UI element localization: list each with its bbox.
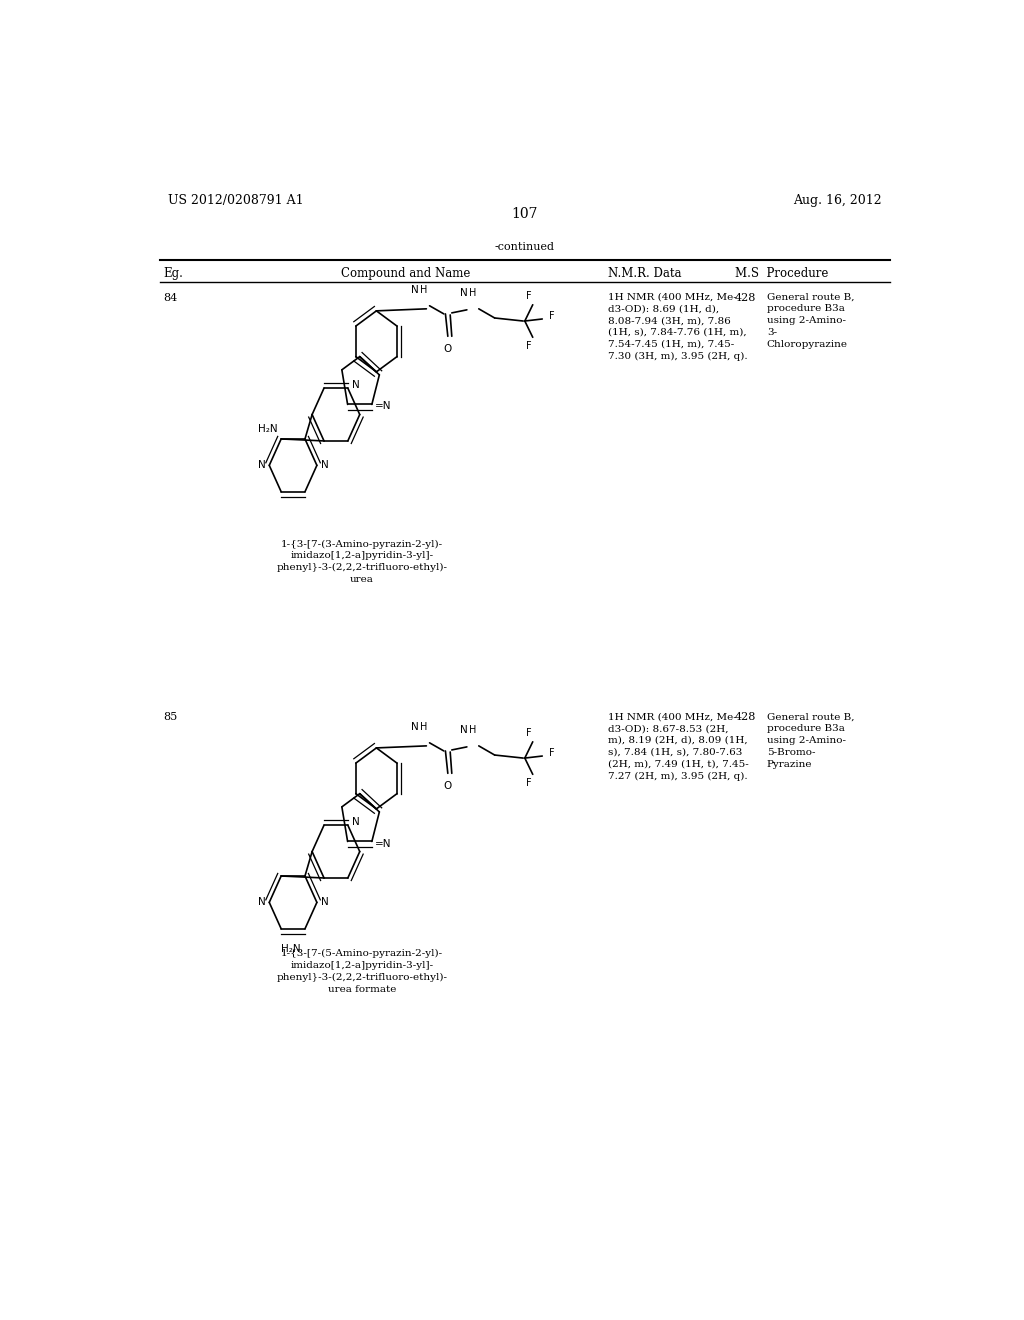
Text: Eg.: Eg. — [164, 267, 183, 280]
Text: N: N — [460, 288, 468, 297]
Text: F: F — [549, 312, 554, 321]
Text: F: F — [526, 342, 531, 351]
Text: M.S  Procedure: M.S Procedure — [735, 267, 828, 280]
Text: F: F — [526, 290, 531, 301]
Text: 1H NMR (400 MHz, Me-
d3-OD): 8.67-8.53 (2H,
m), 8.19 (2H, d), 8.09 (1H,
s), 7.84: 1H NMR (400 MHz, Me- d3-OD): 8.67-8.53 (… — [608, 713, 749, 780]
Text: 428: 428 — [735, 293, 757, 302]
Text: F: F — [526, 779, 531, 788]
Text: General route B,
procedure B3a
using 2-Amino-
3-
Chloropyrazine: General route B, procedure B3a using 2-A… — [767, 293, 854, 348]
Text: =N: =N — [375, 838, 391, 849]
Text: 1-{3-[7-(3-Amino-pyrazin-2-yl)-
imidazo[1,2-a]pyridin-3-yl]-
phenyl}-3-(2,2,2-tr: 1-{3-[7-(3-Amino-pyrazin-2-yl)- imidazo[… — [276, 540, 447, 585]
Text: H₂N: H₂N — [282, 944, 301, 954]
Text: N: N — [258, 898, 265, 907]
Text: N: N — [352, 380, 359, 391]
Text: =N: =N — [375, 401, 391, 412]
Text: N.M.R. Data: N.M.R. Data — [608, 267, 682, 280]
Text: H: H — [420, 722, 427, 731]
Text: Aug. 16, 2012: Aug. 16, 2012 — [794, 194, 882, 207]
Text: O: O — [443, 781, 452, 792]
Text: 428: 428 — [735, 713, 757, 722]
Text: 1H NMR (400 MHz, Me-
d3-OD): 8.69 (1H, d),
8.08-7.94 (3H, m), 7.86
(1H, s), 7.84: 1H NMR (400 MHz, Me- d3-OD): 8.69 (1H, d… — [608, 293, 748, 360]
Text: H: H — [469, 725, 476, 735]
Text: 107: 107 — [512, 207, 538, 222]
Text: O: O — [443, 345, 452, 354]
Text: -continued: -continued — [495, 242, 555, 252]
Text: N: N — [411, 285, 419, 294]
Text: 84: 84 — [164, 293, 178, 302]
Text: H₂N: H₂N — [258, 424, 278, 434]
Text: F: F — [549, 748, 554, 758]
Text: US 2012/0208791 A1: US 2012/0208791 A1 — [168, 194, 303, 207]
Text: N: N — [352, 817, 359, 828]
Text: Compound and Name: Compound and Name — [341, 267, 470, 280]
Text: F: F — [526, 727, 531, 738]
Text: N: N — [321, 461, 329, 470]
Text: General route B,
procedure B3a
using 2-Amino-
5-Bromo-
Pyrazine: General route B, procedure B3a using 2-A… — [767, 713, 854, 768]
Text: N: N — [321, 898, 329, 907]
Text: 1-{3-[7-(5-Amino-pyrazin-2-yl)-
imidazo[1,2-a]pyridin-3-yl]-
phenyl}-3-(2,2,2-tr: 1-{3-[7-(5-Amino-pyrazin-2-yl)- imidazo[… — [276, 949, 447, 994]
Text: H: H — [469, 288, 476, 297]
Text: 85: 85 — [164, 713, 178, 722]
Text: N: N — [411, 722, 419, 731]
Text: H: H — [420, 285, 427, 294]
Text: N: N — [460, 725, 468, 735]
Text: N: N — [258, 461, 265, 470]
